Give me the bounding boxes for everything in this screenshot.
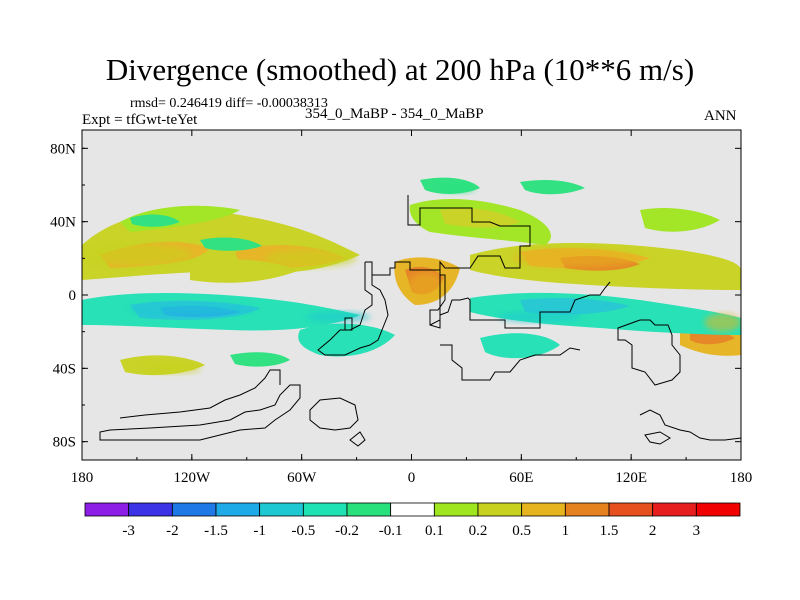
region-atlantic-subtropical-band	[265, 249, 357, 268]
case-label: 354_0_MaBP - 354_0_MaBP	[305, 106, 484, 122]
y-tick-label: 40N	[50, 215, 76, 231]
region-asia-subtropical-band	[512, 249, 641, 268]
x-tick-label: 180	[730, 470, 753, 486]
colorbar-box	[608, 502, 654, 517]
rmsd-diff-stats: rmsd= 0.246419 diff= -0.00038313	[130, 96, 328, 111]
y-tick-label: 40S	[53, 361, 76, 377]
season-label: ANN	[704, 108, 737, 124]
chart-title: Divergence (smoothed) at 200 hPa (10**6 …	[105, 52, 695, 87]
axes: 180 120W 60W 0 60E 120E 180 80N 40N 0 40S 80S	[50, 130, 752, 486]
colorbar-label: -1.5	[204, 523, 228, 539]
colorbar-label: 3	[693, 523, 701, 539]
colorbar-box	[346, 502, 392, 517]
y-tick-label: 80S	[53, 435, 76, 451]
colorbar-label: 1.5	[600, 523, 619, 539]
region-tropical-pacific-convergence-band	[127, 304, 256, 316]
x-tick-label: 0	[408, 470, 416, 486]
colorbar-box	[564, 502, 610, 517]
colorbar-label: -1	[253, 523, 266, 539]
continent-outlines	[99, 195, 741, 447]
x-tick-label: 60E	[509, 470, 533, 486]
region-east-pacific-orange-patch	[704, 313, 741, 332]
region-north-pacific-westerly-band	[82, 243, 192, 266]
colorbar-label: -0.2	[335, 523, 359, 539]
colorbar-box	[128, 502, 173, 517]
colorbar-box	[433, 502, 479, 517]
region-high-latitude-green-patch	[438, 184, 476, 194]
colorbar-box	[521, 502, 566, 517]
colorbar-box	[695, 502, 741, 517]
x-tick-label: 180	[71, 470, 94, 486]
colorbar-box	[259, 502, 304, 517]
region-tropical-atlantic-convergence-band	[306, 311, 371, 323]
colorbar-label: 0.5	[512, 523, 531, 539]
colorbar-label: -0.1	[379, 523, 403, 539]
colorbar-label: 1	[562, 523, 570, 539]
region-maritime-convergence-core	[407, 273, 445, 299]
x-tick-label: 120E	[615, 470, 647, 486]
colorbar-box	[652, 502, 697, 517]
colorbar: -3 -2 -1.5 -1 -0.5 -0.2 -0.1 0.1 0.2 0.5 1 1.5 2 3	[84, 502, 741, 539]
y-tick-label: 0	[69, 288, 77, 304]
colorbar-label: -0.5	[291, 523, 315, 539]
colorbar-box	[390, 502, 435, 517]
x-tick-label: 120W	[173, 470, 211, 486]
y-tick-label: 80N	[50, 141, 76, 157]
colorbar-box	[302, 502, 348, 517]
colorbar-label: -3	[122, 523, 135, 539]
colorbar-label: -2	[166, 523, 179, 539]
colorbar-label: 0.2	[469, 523, 488, 539]
colorbar-label: 2	[649, 523, 657, 539]
experiment-label: Expt = tfGwt-teYet	[82, 112, 198, 128]
colorbar-box	[171, 502, 217, 517]
region-southern-midlatitude-patch	[146, 362, 201, 374]
x-tick-label: 60W	[287, 470, 317, 486]
colorbar-box	[84, 502, 130, 517]
colorbar-box	[215, 502, 261, 517]
colorbar-label: 0.1	[425, 523, 444, 539]
colorbar-box	[477, 502, 523, 517]
